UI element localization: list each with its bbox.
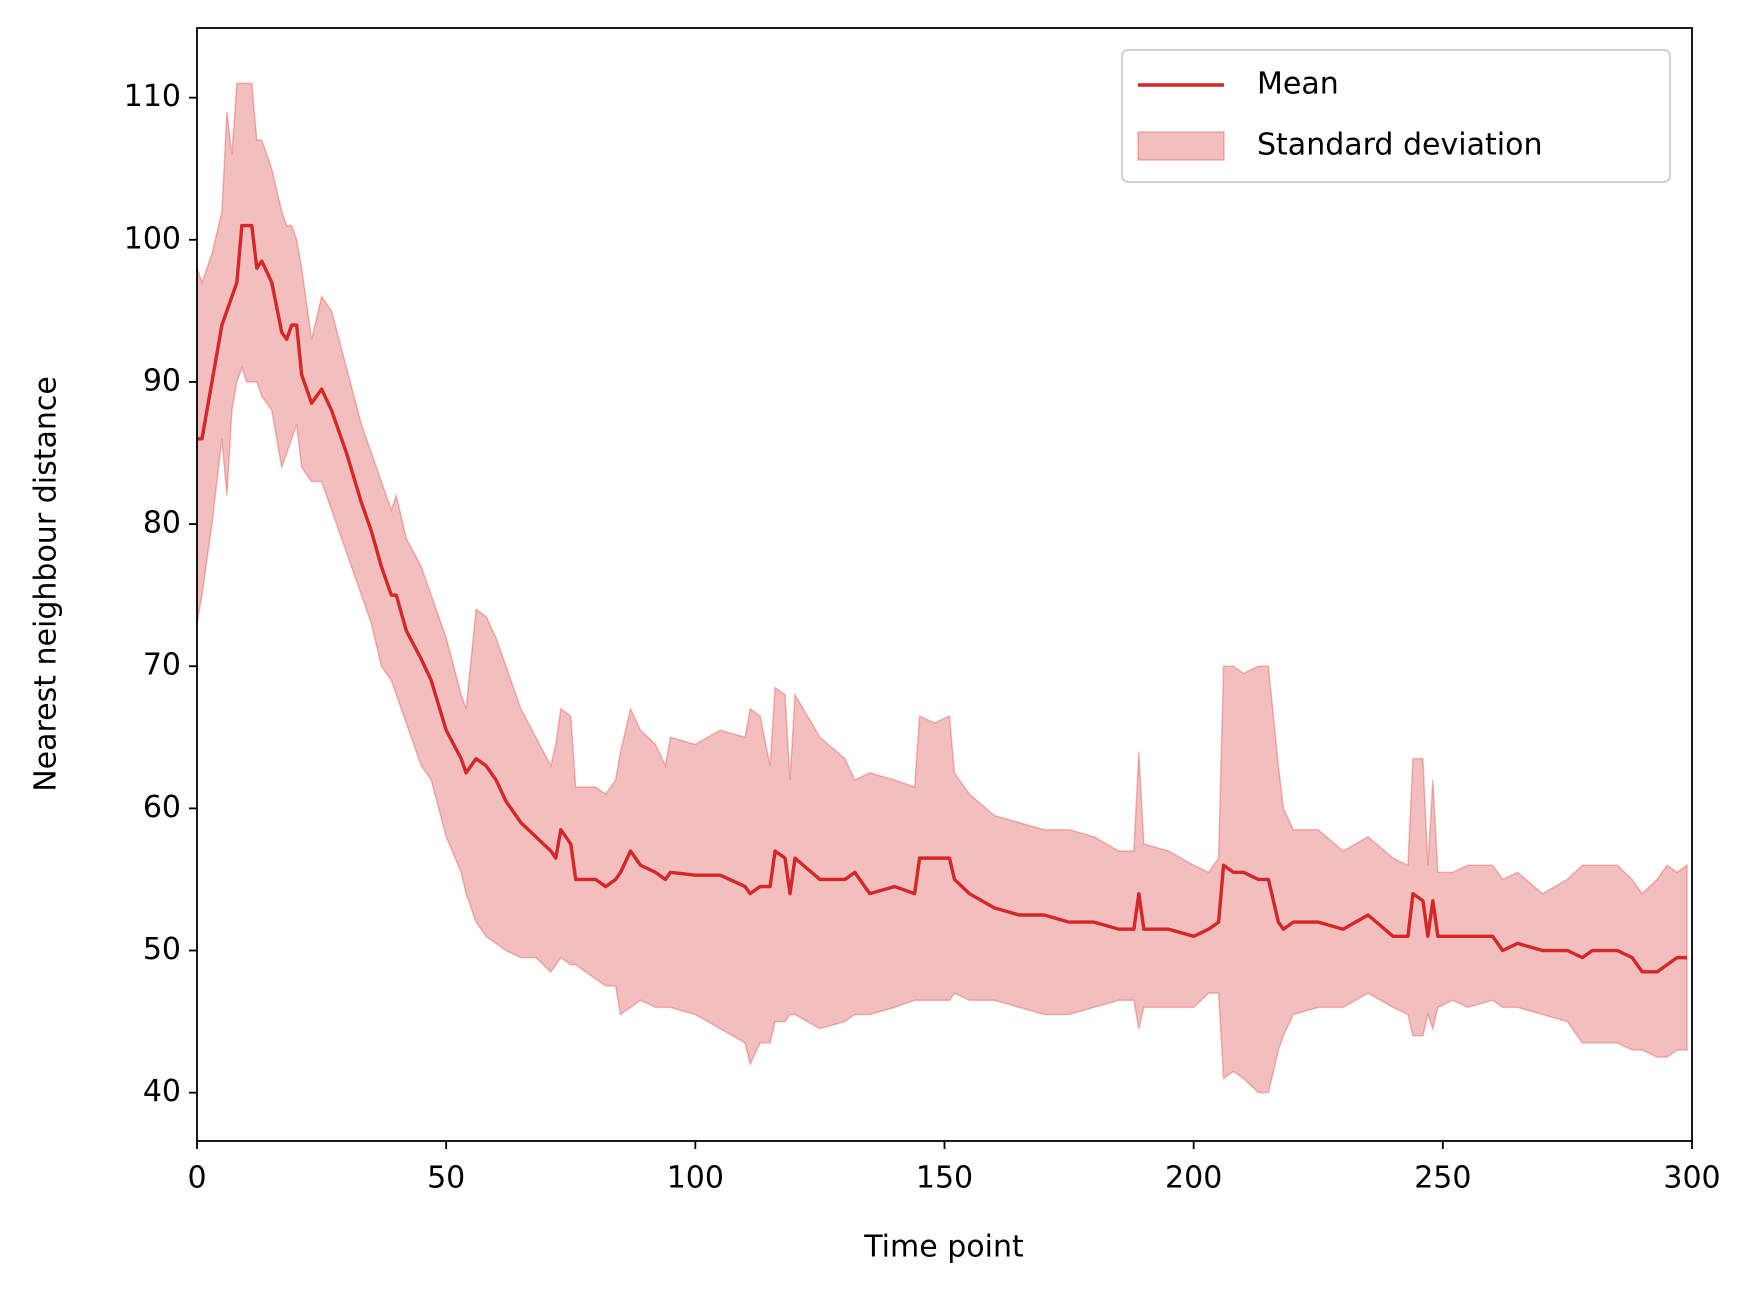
y-tick-label: 110	[124, 79, 181, 114]
legend-label: Mean	[1257, 67, 1339, 102]
x-tick-label: 50	[427, 1161, 465, 1196]
x-tick-label: 200	[1165, 1161, 1222, 1196]
legend-patch	[1137, 131, 1225, 161]
x-tick-label: 100	[667, 1161, 724, 1196]
std-band	[196, 82, 1688, 1094]
y-tick-label: 60	[143, 790, 181, 825]
mean-line	[197, 223, 1688, 974]
y-tick-label: 70	[143, 648, 181, 683]
x-tick-label: 300	[1663, 1161, 1720, 1196]
x-tick-label: 150	[916, 1161, 973, 1196]
y-tick-label: 90	[143, 363, 181, 398]
legend-box	[1121, 49, 1671, 183]
y-tick-label: 50	[143, 932, 181, 967]
y-tick-label: 40	[143, 1074, 181, 1109]
x-axis-label: Time point	[863, 1230, 1024, 1265]
x-tick-label: 0	[187, 1161, 206, 1196]
y-axis-label: Nearest neighbour distance	[29, 376, 64, 792]
x-tick-label: 250	[1414, 1161, 1471, 1196]
legend-label: Standard deviation	[1257, 128, 1542, 163]
y-tick-label: 100	[124, 221, 181, 256]
y-tick-label: 80	[143, 506, 181, 541]
